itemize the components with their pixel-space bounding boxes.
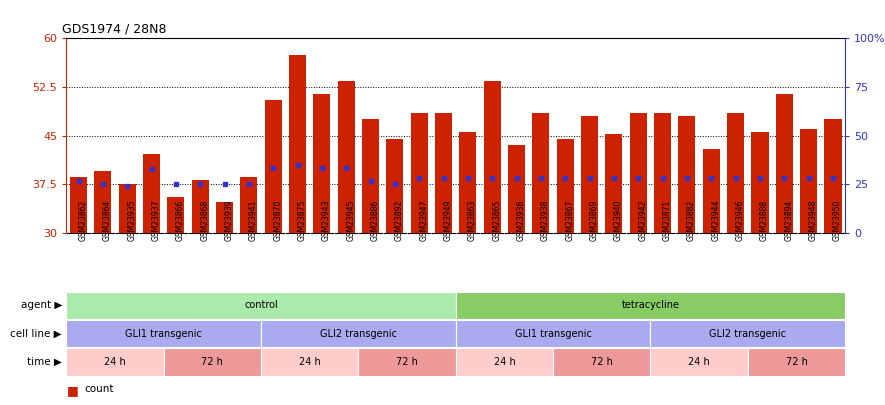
Bar bbox=[95, 171, 112, 233]
Text: GSM23940: GSM23940 bbox=[614, 200, 623, 241]
Bar bbox=[143, 154, 160, 233]
Bar bbox=[456, 292, 845, 319]
Bar bbox=[703, 149, 720, 233]
Text: GSM23939: GSM23939 bbox=[225, 200, 234, 241]
Bar bbox=[289, 55, 306, 233]
Bar bbox=[650, 348, 748, 376]
Text: ■: ■ bbox=[66, 384, 78, 397]
Text: 24 h: 24 h bbox=[689, 357, 710, 367]
Text: GSM23892: GSM23892 bbox=[395, 200, 404, 241]
Bar bbox=[456, 320, 650, 347]
Text: GSM23938: GSM23938 bbox=[541, 200, 550, 241]
Text: GSM23937: GSM23937 bbox=[151, 200, 160, 241]
Text: GSM23946: GSM23946 bbox=[735, 200, 744, 241]
Text: GSM23868: GSM23868 bbox=[200, 200, 209, 241]
Bar bbox=[265, 100, 281, 233]
Text: GSM23867: GSM23867 bbox=[566, 200, 574, 241]
Bar bbox=[776, 94, 793, 233]
Text: GSM23944: GSM23944 bbox=[712, 200, 720, 241]
Bar bbox=[119, 184, 135, 233]
Text: GSM23870: GSM23870 bbox=[273, 200, 282, 241]
Bar bbox=[557, 139, 573, 233]
Bar bbox=[66, 348, 164, 376]
Text: 72 h: 72 h bbox=[202, 357, 223, 367]
Bar bbox=[362, 119, 379, 233]
Text: GSM23871: GSM23871 bbox=[663, 200, 672, 241]
Bar bbox=[313, 94, 330, 233]
Bar bbox=[411, 113, 427, 233]
Text: 72 h: 72 h bbox=[591, 357, 612, 367]
Text: GSM23947: GSM23947 bbox=[419, 200, 428, 241]
Bar bbox=[216, 202, 233, 233]
Text: GSM23888: GSM23888 bbox=[760, 200, 769, 241]
Text: GLI1 transgenic: GLI1 transgenic bbox=[515, 329, 591, 339]
Text: GLI1 transgenic: GLI1 transgenic bbox=[126, 329, 202, 339]
Text: GSM23935: GSM23935 bbox=[127, 200, 136, 241]
Text: GSM23862: GSM23862 bbox=[79, 200, 88, 241]
Text: GSM23869: GSM23869 bbox=[589, 200, 598, 241]
Text: GSM23942: GSM23942 bbox=[638, 200, 647, 241]
Text: agent ▶: agent ▶ bbox=[20, 301, 62, 310]
Text: GSM23886: GSM23886 bbox=[371, 200, 380, 241]
Bar bbox=[484, 81, 501, 233]
Bar bbox=[456, 348, 553, 376]
Bar bbox=[241, 177, 258, 233]
Bar bbox=[553, 348, 650, 376]
Text: GSM23945: GSM23945 bbox=[346, 200, 355, 241]
Bar bbox=[192, 180, 209, 233]
Bar bbox=[387, 139, 404, 233]
Text: GSM23950: GSM23950 bbox=[833, 200, 842, 241]
Text: GSM23936: GSM23936 bbox=[517, 200, 526, 241]
Text: GSM23866: GSM23866 bbox=[176, 200, 185, 241]
Bar bbox=[338, 81, 355, 233]
Text: GLI2 transgenic: GLI2 transgenic bbox=[319, 329, 397, 339]
Text: count: count bbox=[84, 384, 113, 394]
Text: GSM23943: GSM23943 bbox=[322, 200, 331, 241]
Bar bbox=[66, 292, 456, 319]
Bar bbox=[605, 134, 622, 233]
Bar bbox=[164, 348, 261, 376]
Bar bbox=[261, 320, 456, 347]
Text: GSM23948: GSM23948 bbox=[809, 200, 818, 241]
Text: GDS1974 / 28N8: GDS1974 / 28N8 bbox=[63, 23, 167, 36]
Bar bbox=[459, 132, 476, 233]
Text: 24 h: 24 h bbox=[299, 357, 320, 367]
Text: time ▶: time ▶ bbox=[27, 357, 62, 367]
Bar bbox=[70, 177, 87, 233]
Text: GSM23941: GSM23941 bbox=[249, 200, 258, 241]
Bar bbox=[751, 132, 768, 233]
Bar bbox=[581, 116, 598, 233]
Text: GSM23882: GSM23882 bbox=[687, 200, 696, 241]
Bar bbox=[167, 197, 184, 233]
Text: GSM23865: GSM23865 bbox=[492, 200, 501, 241]
Bar bbox=[630, 113, 647, 233]
Text: 24 h: 24 h bbox=[104, 357, 126, 367]
Text: GSM23864: GSM23864 bbox=[103, 200, 112, 241]
Text: GSM23949: GSM23949 bbox=[443, 200, 452, 241]
Text: cell line ▶: cell line ▶ bbox=[11, 329, 62, 339]
Bar bbox=[748, 348, 845, 376]
Text: tetracycline: tetracycline bbox=[621, 301, 680, 310]
Text: 24 h: 24 h bbox=[494, 357, 515, 367]
Text: GSM23894: GSM23894 bbox=[784, 200, 793, 241]
Text: 72 h: 72 h bbox=[786, 357, 807, 367]
Bar bbox=[650, 320, 845, 347]
Bar bbox=[533, 113, 550, 233]
Bar bbox=[727, 113, 744, 233]
Bar bbox=[358, 348, 456, 376]
Bar bbox=[508, 145, 525, 233]
Text: GLI2 transgenic: GLI2 transgenic bbox=[709, 329, 787, 339]
Bar bbox=[679, 116, 696, 233]
Bar bbox=[261, 348, 358, 376]
Text: GSM23863: GSM23863 bbox=[468, 200, 477, 241]
Text: control: control bbox=[244, 301, 278, 310]
Bar bbox=[800, 129, 817, 233]
Bar bbox=[66, 320, 261, 347]
Text: GSM23875: GSM23875 bbox=[297, 200, 306, 241]
Bar bbox=[825, 119, 842, 233]
Text: 72 h: 72 h bbox=[396, 357, 418, 367]
Bar bbox=[435, 113, 452, 233]
Bar bbox=[654, 113, 671, 233]
